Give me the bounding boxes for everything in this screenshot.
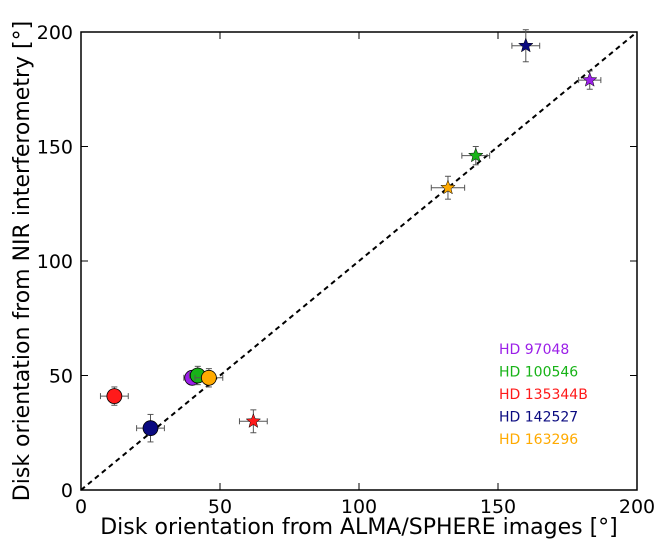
- data-point: [511, 29, 541, 63]
- data-point: [430, 175, 466, 200]
- y-axis-title: Disk orientation from NIR interferometry…: [10, 21, 35, 501]
- star-marker: [518, 37, 534, 53]
- data-point: [461, 146, 491, 166]
- legend-entry: HD 135344B: [499, 387, 588, 403]
- legend-entry: HD 97048: [499, 342, 569, 358]
- star-marker: [245, 413, 262, 428]
- data-points: [99, 29, 602, 443]
- y-tick-label: 50: [49, 366, 73, 388]
- x-tick-label: 100: [341, 496, 377, 518]
- identity-reference-line: [80, 31, 638, 491]
- legend-entry: HD 100546: [499, 365, 578, 381]
- data-point: [238, 409, 268, 434]
- x-tick-label: 0: [75, 496, 87, 518]
- data-point: [99, 386, 129, 406]
- data-point: [578, 70, 602, 90]
- star-marker: [581, 71, 598, 87]
- star-marker: [467, 147, 484, 163]
- x-axis-ticks: 0 50 100 150 200: [75, 32, 655, 518]
- x-tick-label: 150: [480, 496, 516, 518]
- circle-marker: [106, 388, 123, 405]
- legend: HD 97048 HD 100546 HD 135344B HD 142527 HD 1…: [499, 342, 588, 448]
- y-tick-label: 150: [37, 137, 73, 159]
- star-marker: [440, 179, 456, 195]
- x-tick-label: 200: [619, 496, 655, 518]
- y-tick-label: 200: [37, 22, 73, 44]
- legend-entry: HD 163296: [499, 432, 578, 448]
- legend-entry: HD 142527: [499, 410, 578, 426]
- y-axis-ticks: 0 50 100 150 200: [37, 22, 637, 502]
- plot-area: 0 50 100 150 200 0 50 100 150 200: [37, 22, 655, 518]
- x-axis-title: Disk orientation from ALMA/SPHERE images…: [100, 515, 618, 540]
- circle-marker: [200, 369, 217, 386]
- y-tick-label: 0: [61, 480, 73, 502]
- data-point: [136, 413, 165, 443]
- data-point: [194, 368, 224, 388]
- circle-marker: [142, 420, 159, 437]
- y-tick-label: 100: [37, 251, 73, 273]
- x-tick-label: 50: [208, 496, 232, 518]
